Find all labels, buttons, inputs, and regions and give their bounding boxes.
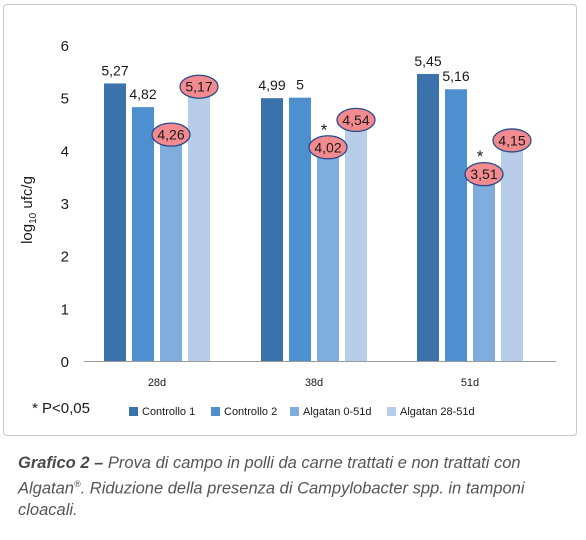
value-label-bubble [336, 107, 376, 133]
value-label: 4,82 [129, 86, 156, 102]
value-label: 4,54 [342, 112, 369, 128]
legend-label: Algatan 0-51d [303, 406, 372, 418]
value-label-bubble [179, 74, 219, 99]
y-tick-label: 3 [61, 196, 69, 213]
bar-algatan-0-51d-51d [473, 176, 495, 361]
bar-controllo-1-51d [417, 73, 439, 361]
legend-swatch [129, 407, 138, 416]
bar-controllo-2-28d [132, 107, 154, 361]
bar-algatan-0-51d-38d [317, 149, 339, 361]
bar-controllo-2-38d [289, 97, 311, 362]
x-category-label: 38d [305, 377, 323, 389]
x-category-label: 51d [461, 377, 479, 389]
caption-text-2: . Riduzione della presenza di Campylobac… [18, 479, 525, 519]
value-label: 5,16 [442, 68, 469, 84]
bar-algatan-28-51d-38d [345, 121, 367, 361]
bar-controllo-1-38d [261, 98, 283, 362]
bar-algatan-28-51d-51d [501, 142, 523, 361]
value-label: 4,02 [314, 139, 341, 155]
value-label-bubble [308, 135, 348, 160]
y-axis-label-unit: ufc/g [19, 176, 36, 213]
y-axis-label-subscript: 10 [28, 212, 39, 224]
y-tick-label: 0 [61, 354, 69, 371]
value-label: 5,17 [185, 79, 212, 95]
significance-asterisk: * [321, 120, 328, 139]
legend-swatch [387, 407, 396, 416]
value-label: 5,27 [101, 62, 128, 78]
legend-label: Controllo 1 [142, 406, 195, 418]
value-label: 5 [296, 77, 304, 93]
bar-controllo-2-51d [445, 89, 467, 362]
y-tick-label: 5 [61, 91, 69, 108]
value-label-bubble [151, 122, 191, 147]
caption-label: Grafico 2 – [18, 454, 104, 472]
y-tick-label: 4 [61, 143, 69, 160]
value-label: 4,26 [157, 127, 184, 143]
bar-chart: 0 1 2 3 4 5 6 log10 ufc/g 5,27 4,99 5,45 4,82 5 5,16 4… [19, 38, 556, 418]
value-label-bubble [492, 128, 532, 153]
figure-box: 0 1 2 3 4 5 6 log10 ufc/g 5,27 4,99 5,45 4,82 5 5,16 4… [3, 4, 577, 436]
value-label: 4,99 [258, 77, 285, 93]
value-label: 4,15 [498, 132, 525, 148]
x-category-label: 28d [148, 377, 166, 389]
caption-registered: ® [73, 479, 81, 489]
value-label-bubble [464, 161, 504, 187]
caption-text-1: Prova di campo in polli da carne trattat… [18, 454, 521, 498]
y-tick-label: 6 [61, 38, 69, 55]
bar-algatan-0-51d-28d [160, 136, 182, 361]
y-axis-label: log10 ufc/g [19, 176, 39, 244]
figure-caption: Grafico 2 – Prova di campo in polli da c… [18, 453, 573, 521]
legend-swatch [211, 407, 220, 416]
significance-footnote: * P<0,05 [32, 400, 90, 417]
y-tick-label: 2 [61, 249, 69, 266]
bar-algatan-28-51d-28d [188, 88, 210, 362]
legend-label: Controllo 2 [224, 406, 277, 418]
value-label: 3,51 [470, 166, 497, 182]
y-axis-label-log: log [19, 224, 36, 244]
y-tick-label: 1 [61, 301, 69, 318]
legend-swatch [290, 407, 299, 416]
value-label: 5,45 [414, 53, 441, 69]
bar-controllo-1-28d [104, 83, 126, 362]
significance-asterisk: * [477, 147, 484, 166]
legend-label: Algatan 28-51d [400, 406, 475, 418]
